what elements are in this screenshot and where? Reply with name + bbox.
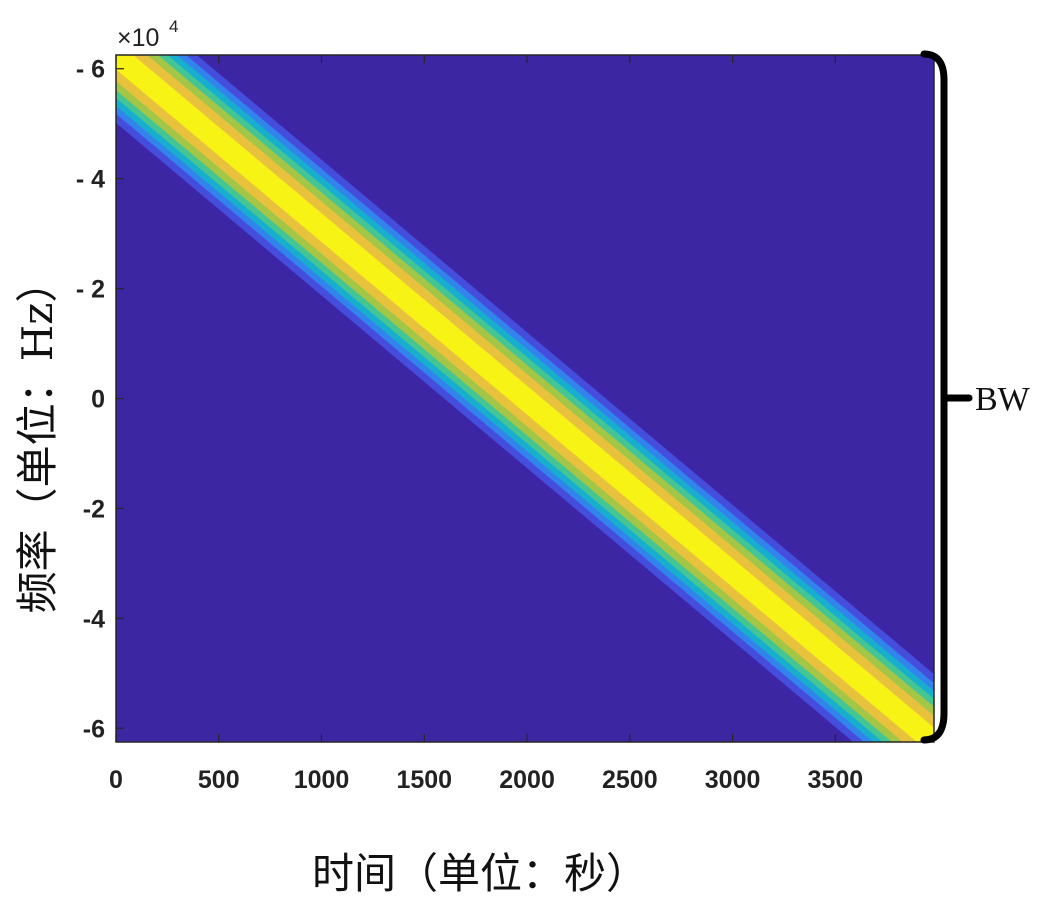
x-axis-title: 时间（单位：秒） [312,849,648,898]
x-tick-label: 0 [109,766,123,794]
bandwidth-brace [920,50,973,744]
y-tick-label: 0 [91,386,105,414]
x-tick-label: 3000 [705,766,761,794]
y-axis-title: 频率（单位：Hz） [13,261,62,614]
y-tick-label: -6 [83,715,105,743]
chirp-ridge [116,55,934,742]
x-tick-label: 1000 [294,766,350,794]
x-tick-label: 1500 [396,766,452,794]
y-exponent-power: 4 [169,17,178,36]
y-tick-label: -4 [83,605,105,633]
y-exponent-base: ×10 [117,24,159,52]
y-axis-ticks: -6 -4 -2 0 - 2 - 4 - 6 [76,56,124,743]
x-tick-label: 3500 [808,766,864,794]
plot-area [115,54,935,743]
x-tick-label: 2500 [602,766,658,794]
y-tick-label: - 4 [76,166,105,194]
y-tick-label: - 6 [76,56,105,84]
y-tick-label: -2 [83,495,105,523]
y-tick-label: - 2 [76,276,105,304]
x-tick-label: 500 [198,766,240,794]
x-tick-label: 2000 [499,766,555,794]
ridge-band-7 [116,55,934,742]
x-axis-ticks: 0 500 1000 1500 2000 2500 3000 3500 [109,55,863,794]
bandwidth-label: BW [975,381,1031,418]
